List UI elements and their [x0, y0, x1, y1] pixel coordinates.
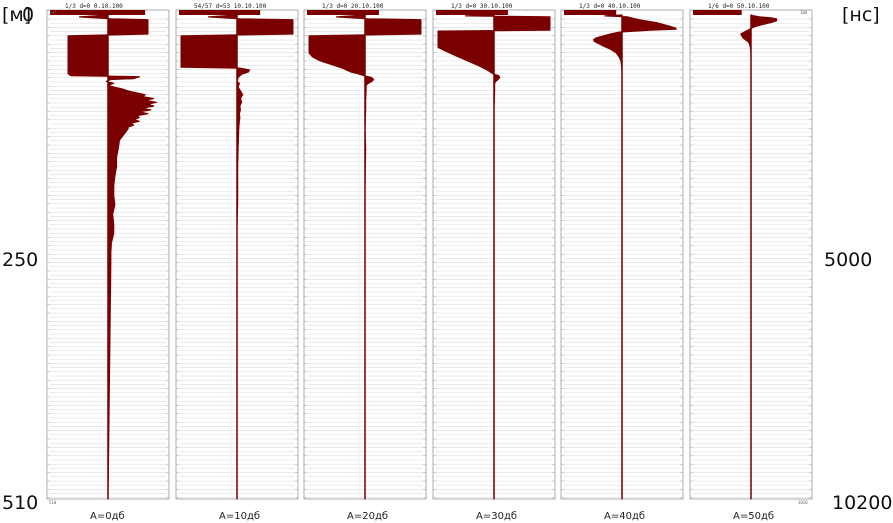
- panels-layer: 1/3 d=0 0.10.100 A=0дб [м] 510 54/57 d=53 10…: [46, 3, 813, 522]
- panel-footer-label: A=40дб: [604, 511, 645, 522]
- panel-scale-right-top: 100: [800, 10, 808, 15]
- panel-footer-label: A=30дб: [476, 511, 517, 522]
- panel-header-bar: [436, 10, 508, 15]
- panel-ticks: [47, 18, 169, 499]
- panel-ticks: [690, 18, 812, 499]
- panel-footer-label: A=0дб: [90, 511, 125, 522]
- panel-footer-label: A=10дб: [219, 511, 260, 522]
- panel-ticks: [561, 18, 683, 499]
- right-axis-unit-label: [нс]: [842, 4, 880, 26]
- panel-header-bar: [564, 10, 617, 15]
- panel-scale-left-bottom: 510: [49, 500, 57, 505]
- panel-2: 54/57 d=53 10.10.100 A=10дб: [175, 3, 299, 522]
- left-axis-tick-label-510: 510: [2, 492, 38, 514]
- panel-footer-label: A=20дб: [347, 511, 388, 522]
- left-axis-tick-label-0: 0: [22, 4, 34, 26]
- panel-4: 1/3 d=0 30.10.100 A=30дб: [432, 3, 556, 522]
- left-axis-tick-label-250: 250: [2, 249, 38, 271]
- panel-header-bar: [179, 10, 261, 15]
- panel-5: 1/3 d=0 40.10.100 A=40дб: [560, 3, 684, 522]
- right-axis-tick-label-5000: 5000: [824, 249, 872, 271]
- panel-header-bar: [693, 10, 742, 15]
- panel-header-bar: [50, 10, 146, 15]
- panel-header: 54/57 d=53 10.10.100: [194, 3, 267, 10]
- panel-header-bar: [307, 10, 379, 15]
- panel-scale-left-top: [м]: [49, 10, 56, 15]
- panel-1: 1/3 d=0 0.10.100 A=0дб [м] 510: [46, 3, 170, 522]
- panel-header: 1/3 d=0 20.10.100: [322, 3, 384, 10]
- left-axis-unit-label: [м]: [2, 4, 31, 26]
- panel-6: 1/6 d=0 50.10.100 A=50дб 100 1020: [689, 3, 813, 522]
- panel-header: 1/3 d=0 40.10.100: [579, 3, 641, 10]
- panel-ticks: [433, 18, 555, 499]
- right-axis-tick-label-10200: 10200: [832, 492, 892, 514]
- panel-header: 1/3 d=0 0.10.100: [65, 3, 123, 10]
- panel-scale-right-bottom: 1020: [798, 500, 808, 505]
- panel-ticks: [304, 18, 426, 499]
- panel-header: 1/6 d=0 50.10.100: [708, 3, 770, 10]
- panel-3: 1/3 d=0 20.10.100 A=20дб: [303, 3, 427, 522]
- panel-ticks: [176, 18, 298, 499]
- panel-header: 1/3 d=0 30.10.100: [451, 3, 513, 10]
- panel-footer-label: A=50дб: [733, 511, 774, 522]
- trace-area: [67, 14, 157, 500]
